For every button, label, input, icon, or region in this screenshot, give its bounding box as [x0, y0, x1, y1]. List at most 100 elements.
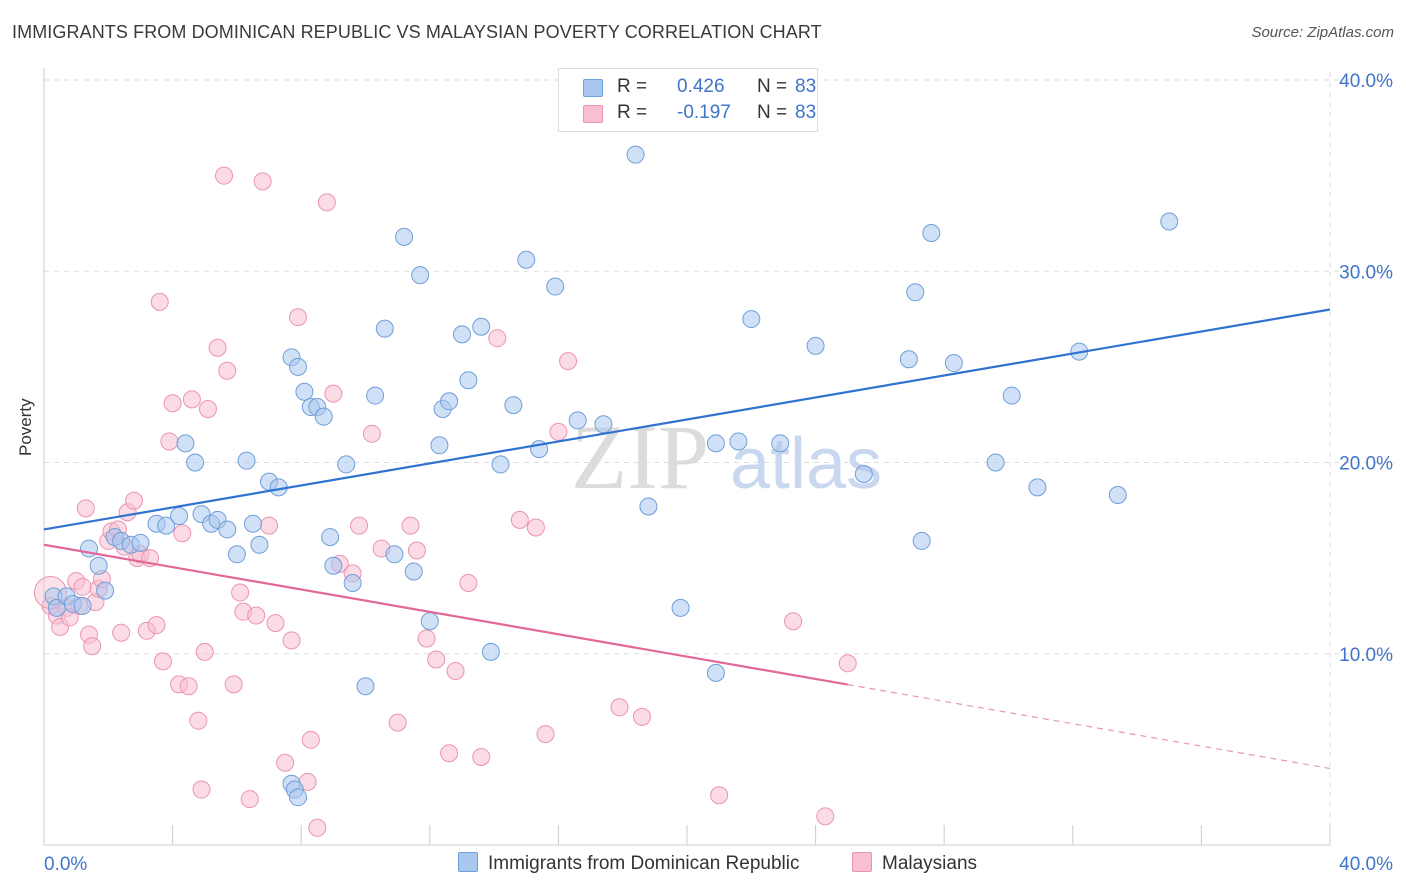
point-malaysians	[260, 516, 279, 535]
legend-n-value: 83	[795, 76, 817, 97]
point-malaysians	[192, 780, 211, 799]
point-immigrants	[404, 562, 423, 581]
point-immigrants	[385, 545, 404, 564]
chart-title: IMMIGRANTS FROM DOMINICAN REPUBLIC VS MA…	[12, 22, 822, 42]
point-immigrants	[1108, 486, 1127, 505]
point-immigrants	[742, 310, 761, 329]
point-immigrants	[671, 598, 690, 617]
series-immigrants-dominican-republic	[44, 145, 1179, 807]
y-axis-label: Poverty	[16, 398, 35, 456]
axes	[43, 68, 1331, 846]
grid-lines	[44, 72, 1395, 845]
legend-r-label: R =	[617, 102, 648, 123]
point-immigrants	[986, 453, 1005, 472]
point-malaysians	[218, 361, 237, 380]
point-immigrants	[912, 531, 931, 550]
point-immigrants	[481, 642, 500, 661]
point-immigrants	[1028, 478, 1047, 497]
point-immigrants	[176, 434, 195, 453]
point-immigrants	[922, 224, 941, 242]
legend-n-value: 83	[795, 102, 817, 123]
point-malaysians	[472, 748, 491, 767]
point-immigrants	[227, 545, 246, 564]
legend-n-label: N =	[757, 102, 788, 123]
point-immigrants	[295, 382, 314, 401]
point-immigrants	[356, 677, 375, 696]
point-immigrants	[324, 556, 343, 575]
point-immigrants	[440, 392, 459, 411]
point-malaysians	[73, 577, 92, 596]
point-immigrants	[288, 788, 307, 807]
point-immigrants	[546, 277, 565, 296]
point-malaysians	[838, 654, 857, 673]
point-immigrants	[459, 371, 478, 390]
point-immigrants	[157, 516, 176, 535]
trend-line-malaysians	[43, 543, 848, 686]
point-malaysians	[401, 516, 420, 535]
legend-r-value: 0.426	[677, 76, 725, 97]
trend-line-malaysians-dashed	[847, 683, 1331, 770]
bottom-legend-blue: Immigrants from Dominican Republic	[458, 852, 800, 875]
y-tick-label: 20.0%	[1339, 454, 1393, 475]
point-malaysians	[559, 352, 578, 371]
point-malaysians	[317, 193, 336, 212]
point-immigrants	[1160, 212, 1179, 231]
point-malaysians	[153, 652, 172, 671]
point-immigrants	[321, 528, 340, 547]
point-immigrants	[218, 520, 237, 539]
point-immigrants	[626, 145, 645, 164]
point-immigrants	[706, 434, 725, 453]
point-malaysians	[288, 308, 307, 327]
point-malaysians	[536, 725, 555, 744]
bottom-legend-swatch-pink	[852, 852, 872, 872]
point-malaysians	[784, 612, 803, 631]
y-tick-label: 10.0%	[1339, 645, 1393, 666]
point-malaysians	[388, 713, 407, 732]
point-immigrants	[1002, 386, 1021, 405]
point-immigrants	[854, 464, 873, 483]
point-immigrants	[899, 350, 918, 369]
x-tick-label-min: 0.0%	[44, 854, 87, 875]
point-immigrants	[639, 497, 658, 516]
legend-r-value: -0.197	[677, 102, 731, 123]
point-malaysians	[276, 753, 295, 772]
point-immigrants	[243, 514, 262, 533]
point-malaysians	[266, 614, 285, 633]
watermark-zip: ZIP	[571, 406, 709, 508]
point-immigrants	[706, 663, 725, 682]
point-immigrants	[395, 227, 414, 246]
tick-labels: 10.0% 20.0% 30.0% 40.0% 0.0% 40.0%	[44, 71, 1393, 875]
point-malaysians	[240, 790, 259, 809]
point-malaysians	[427, 650, 446, 669]
point-immigrants	[250, 535, 269, 554]
point-malaysians	[198, 399, 217, 418]
point-malaysians	[215, 166, 234, 185]
point-immigrants	[288, 357, 307, 376]
point-immigrants	[131, 533, 150, 552]
point-malaysians	[610, 698, 629, 717]
point-immigrants	[96, 581, 115, 600]
y-tick-label: 40.0%	[1339, 71, 1393, 92]
point-malaysians	[446, 661, 465, 680]
trend-lines	[43, 308, 1331, 770]
point-immigrants	[366, 386, 385, 405]
point-malaysians	[125, 491, 144, 510]
legend-swatch-pink	[583, 105, 603, 123]
point-malaysians	[247, 606, 266, 625]
point-immigrants	[375, 319, 394, 338]
point-immigrants	[237, 451, 256, 470]
point-malaysians	[150, 292, 169, 311]
point-immigrants	[491, 455, 510, 474]
x-tick-label-max: 40.0%	[1339, 854, 1393, 875]
point-immigrants	[594, 415, 613, 434]
y-tick-label: 30.0%	[1339, 262, 1393, 283]
point-malaysians	[816, 807, 835, 826]
point-malaysians	[189, 711, 208, 730]
point-immigrants	[343, 573, 362, 592]
point-malaysians	[362, 424, 381, 443]
source-label: Source: ZipAtlas.com	[1251, 24, 1394, 41]
watermark: ZIP atlas	[571, 406, 882, 508]
point-malaysians	[710, 786, 729, 805]
point-immigrants	[452, 325, 471, 344]
